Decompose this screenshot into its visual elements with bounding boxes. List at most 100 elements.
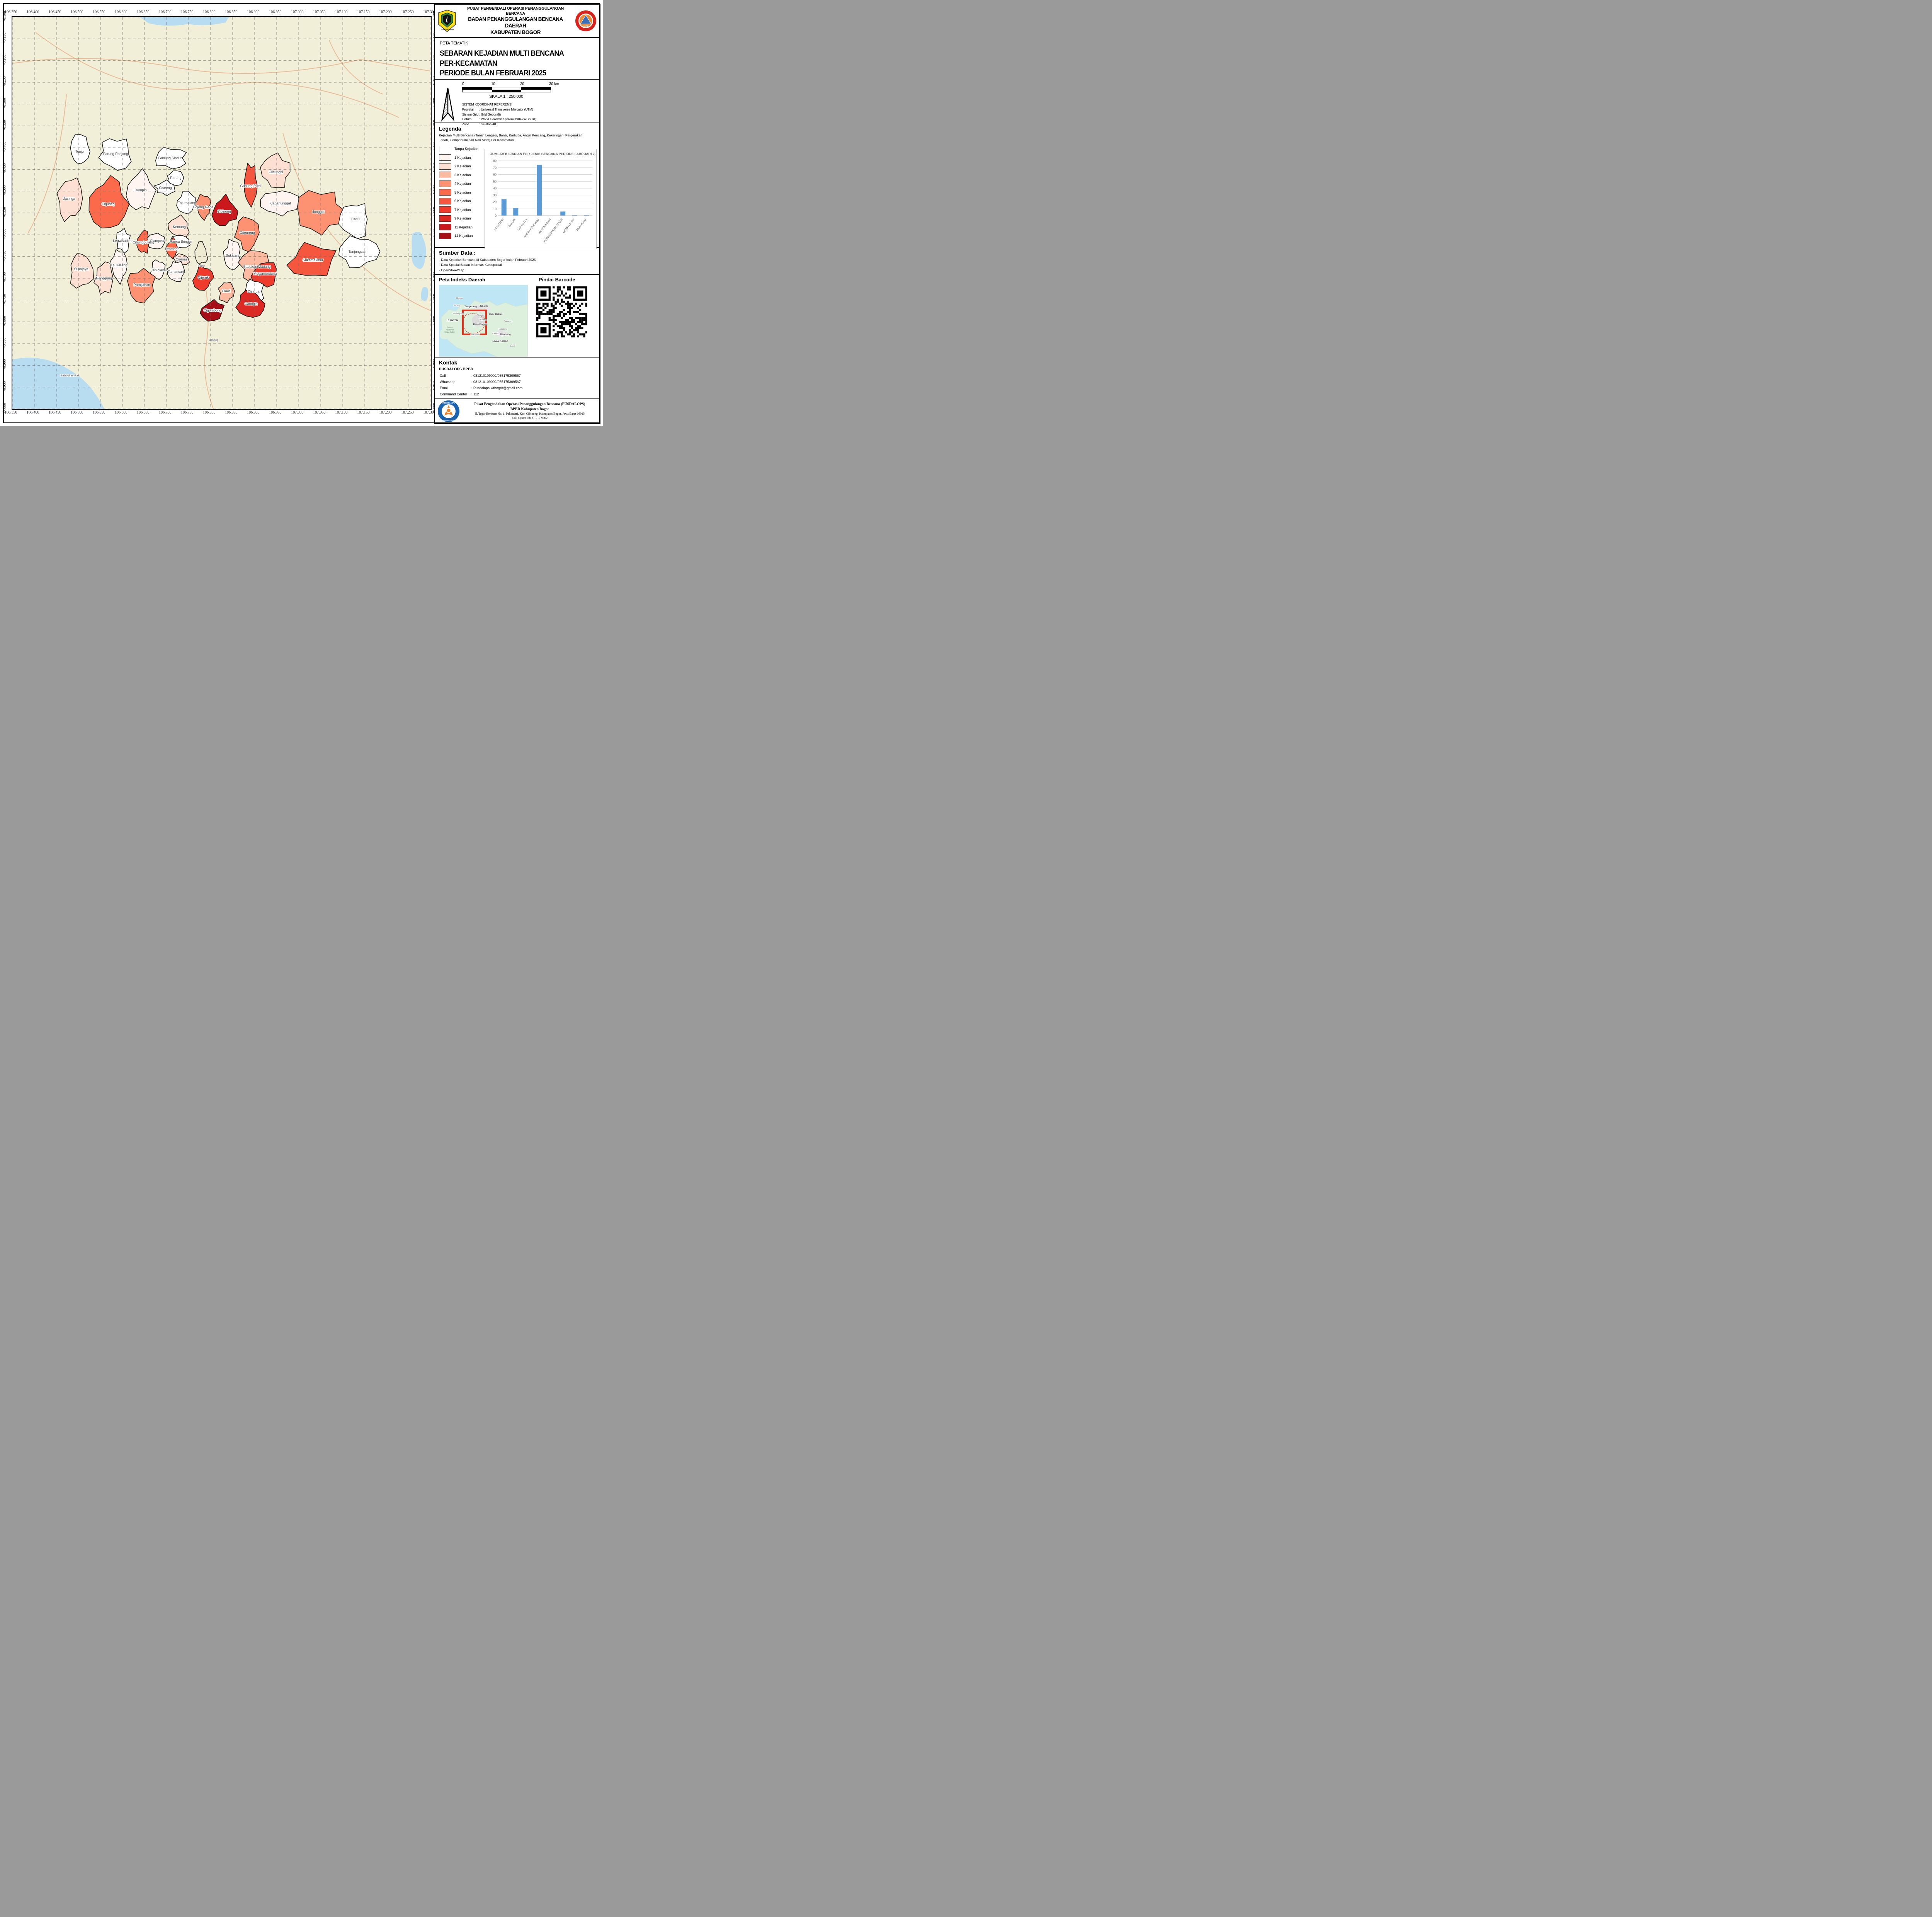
kecamatan-label: Rumpin bbox=[134, 188, 146, 192]
footer-line3: Jl. Tegar Beriman No. 1, Pakansari, Kec.… bbox=[474, 412, 585, 416]
bar-chart-svg: JUMLAH KEJADIAN PER JENIS BENCANA PERIOD… bbox=[490, 152, 600, 243]
kecamatan-label: Tamansari bbox=[168, 270, 184, 274]
lon-axis-label: 107.200 bbox=[379, 410, 392, 415]
kecamatan-label: Cibungbulang bbox=[133, 240, 154, 244]
contact-title: Kontak bbox=[439, 359, 457, 366]
agency-title: PUSAT PENGENDALI OPERASI PENANGGULANGAN … bbox=[458, 6, 573, 36]
inset-label: Cimahi bbox=[492, 333, 499, 335]
scale-bar: 0 10 20 30 km SKALA 1 : 250.000 bbox=[462, 82, 578, 99]
legend-label: 6 Kejadian bbox=[454, 199, 471, 203]
legend-label: 2 Kejadian bbox=[454, 164, 471, 169]
contact-org: PUSDALOPS BPBD bbox=[439, 367, 473, 371]
kecamatan-megamendung bbox=[250, 262, 277, 288]
lon-axis-label: 107.200 bbox=[379, 10, 392, 14]
kecamatan-label: Babakan Madang bbox=[243, 265, 271, 269]
bpbd-logo-icon: BPBD KABUPATEN BOGOR bbox=[575, 10, 596, 31]
layout-panel: TEGAR BERIMAN PUSAT PENGENDALI OPERASI P… bbox=[434, 4, 600, 424]
legend-swatch bbox=[439, 180, 451, 187]
scale-block: 0 10 20 30 km SKALA 1 : 250.000 SISTEM KOOR… bbox=[435, 80, 600, 126]
kecamatan-gunung-putri bbox=[244, 163, 258, 208]
legend-item: 4 Kejadian bbox=[439, 179, 596, 188]
kecamatan-tanjungsari bbox=[338, 235, 381, 268]
scale-tick: 20 bbox=[520, 82, 524, 86]
incident-bar-chart: JUMLAH KEJADIAN PER JENIS BENCANA PERIOD… bbox=[485, 149, 600, 250]
qr-code bbox=[536, 286, 587, 337]
kecamatan-jonggol bbox=[297, 190, 347, 236]
lat-axis-label: -6.900 bbox=[2, 359, 7, 369]
lon-axis-label: 106.600 bbox=[115, 10, 128, 14]
crs-table: Proyeksi : Universal Transverse Mercator … bbox=[462, 107, 537, 127]
inset-label: Garut bbox=[510, 345, 515, 347]
lat-axis-label: -6.150 bbox=[2, 32, 7, 43]
scale-tick: 10 bbox=[491, 82, 495, 86]
kecamatan-label: Pamijahan bbox=[134, 283, 150, 287]
logo-right-text: BPBD bbox=[583, 26, 589, 28]
kecamatan-ciseeng bbox=[154, 179, 175, 196]
legend-item: 11 Kejadian bbox=[439, 223, 596, 232]
lat-axis-label: -7.000 bbox=[2, 403, 7, 413]
kecamatan-label: Tajurhalang bbox=[178, 201, 196, 205]
svg-text:Taman: Taman bbox=[447, 327, 452, 329]
kecamatan-label: Cariu bbox=[351, 217, 360, 221]
kecamatan-tenjo bbox=[70, 134, 90, 164]
inset-label: Bandung bbox=[500, 333, 511, 336]
kabupaten-bogor-logo-icon: TEGAR BERIMAN bbox=[438, 10, 456, 32]
kecamatan-label: Tenjolaya bbox=[151, 268, 166, 272]
lon-axis-label: 106.750 bbox=[181, 10, 194, 14]
legend-swatch bbox=[439, 154, 451, 161]
kecamatan-label: Sukamakmur bbox=[303, 258, 323, 262]
inset-label: Lembang bbox=[499, 328, 507, 330]
legend-item: 1 Kejadian bbox=[439, 153, 596, 162]
inset-label: JAWA BARAT bbox=[492, 340, 508, 343]
inset-label: Subang bbox=[504, 320, 512, 323]
crs-cell: Datum bbox=[462, 117, 472, 121]
kecamatan-parung-panjang bbox=[98, 138, 132, 171]
footer-line4: Call Center 0812-1010-9002 bbox=[512, 416, 548, 420]
kecamatan-tenjolaya bbox=[150, 259, 166, 280]
contact-cell: : Pusdalops.kabogor@gmail.com bbox=[471, 386, 523, 390]
legend-swatch bbox=[439, 215, 451, 222]
contact-cell: : 112 bbox=[471, 392, 479, 396]
crs-cell: : Universal Transverse Mercator (UTM) bbox=[479, 107, 533, 111]
inset-label: Cibinong bbox=[478, 319, 486, 321]
lon-axis-label: 107.300 bbox=[423, 10, 436, 14]
agency-line1: PUSAT PENGENDALI OPERASI PENANGGULANGAN … bbox=[467, 6, 564, 16]
lon-axis-label: 107.300 bbox=[423, 410, 436, 415]
legend-item: 7 Kejadian bbox=[439, 206, 596, 215]
lon-axis-label: 106.750 bbox=[181, 410, 194, 415]
lat-axis-label: -6.750 bbox=[2, 294, 7, 304]
data-source-item: - Data Spasial Badan Informasi Geospasia… bbox=[439, 263, 502, 267]
legend-item: 14 Kejadian bbox=[439, 232, 596, 240]
contact-rows: Call: 081210109002/085175309567 Whatsapp:… bbox=[439, 373, 523, 398]
bar-category-label: GEMPA BUMI bbox=[562, 218, 575, 234]
lon-axis-label: 107.100 bbox=[335, 10, 348, 14]
map-title-line2: PER-KECAMATAN bbox=[440, 59, 497, 68]
kecamatan-cigombong bbox=[200, 299, 225, 322]
map-title-line3: PERIODE BULAN FEBRUARI 2025 bbox=[440, 69, 546, 78]
legend-item: 2 Kejadian bbox=[439, 162, 596, 171]
crs-cell: Proyeksi bbox=[462, 107, 474, 111]
lat-axis-label: -6.450 bbox=[2, 163, 7, 174]
lat-axis-label: -6.850 bbox=[2, 337, 7, 348]
lon-axis-label: 106.600 bbox=[115, 410, 128, 415]
logo-left-caption: TEGAR BERIMAN bbox=[440, 28, 454, 30]
map-kicker: PETA TEMATIK bbox=[440, 41, 468, 46]
kecamatan-label: Leuwisadeng bbox=[113, 239, 133, 243]
kecamatan-sukamakmur bbox=[286, 242, 337, 276]
svg-text:40: 40 bbox=[493, 187, 497, 190]
kecamatan-caringin bbox=[235, 290, 265, 318]
kecamatan-label: Cigombong bbox=[204, 308, 221, 312]
contact-cell: Call bbox=[440, 374, 446, 378]
legend-label: 1 Kejadian bbox=[454, 155, 471, 160]
bar-banjir bbox=[513, 208, 519, 216]
data-source-item: - Data Kejadian Bencana di Kabupaten Bog… bbox=[439, 257, 536, 262]
kecamatan-klapanunggal bbox=[260, 191, 300, 216]
kecamatan-tajurhalang bbox=[176, 191, 196, 215]
legend-label: 11 Kejadian bbox=[454, 225, 473, 229]
contact-cell: Email bbox=[440, 386, 449, 390]
kecamatan-cariu bbox=[338, 203, 368, 239]
legend-swatch bbox=[439, 145, 451, 152]
lat-axis-label: -6.600 bbox=[2, 228, 7, 239]
kecamatan-bojong-gede bbox=[195, 194, 211, 221]
kecamatan-label: Cisarua bbox=[247, 289, 259, 293]
